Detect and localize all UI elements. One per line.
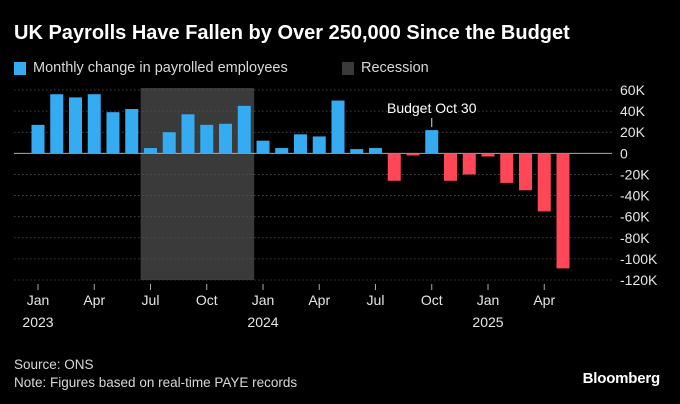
bar-2024-12 bbox=[462, 153, 476, 175]
bar-2024-10 bbox=[425, 130, 439, 154]
x-year-label: 2025 bbox=[472, 314, 503, 330]
x-tick-label: Jan bbox=[252, 292, 275, 308]
y-tick-label: 0 bbox=[620, 145, 628, 161]
y-tick-label: 60K bbox=[620, 82, 646, 98]
bar-2025-04 bbox=[537, 153, 551, 212]
x-tick-label: Apr bbox=[308, 292, 330, 308]
bar-2023-10 bbox=[200, 124, 214, 154]
y-tick-label: -120K bbox=[620, 272, 658, 288]
legend-item-payroll: Monthly change in payrolled employees bbox=[14, 59, 288, 77]
bar-2025-01 bbox=[481, 153, 495, 157]
x-tick-label: Jan bbox=[477, 292, 500, 308]
x-year-label: 2023 bbox=[22, 314, 53, 330]
bar-2025-02 bbox=[500, 153, 514, 183]
y-tick-label: -80K bbox=[620, 230, 650, 246]
y-tick-label: 40K bbox=[620, 103, 646, 119]
legend-swatch-payroll bbox=[14, 61, 26, 75]
bar-2023-09 bbox=[181, 114, 195, 154]
bloomberg-logo: Bloomberg bbox=[582, 370, 661, 387]
x-tick-label: Apr bbox=[83, 292, 105, 308]
bar-2024-03 bbox=[294, 134, 307, 154]
x-tick-label: Jan bbox=[27, 292, 50, 308]
bar-2024-01 bbox=[256, 140, 270, 154]
x-year-label: 2024 bbox=[247, 314, 278, 330]
y-tick-label: -100K bbox=[620, 251, 658, 267]
bar-2023-02 bbox=[50, 94, 64, 154]
bar-2023-07 bbox=[144, 148, 157, 154]
bar-2025-03 bbox=[519, 153, 532, 191]
legend-item-recession: Recession bbox=[342, 59, 429, 77]
bar-2025-05 bbox=[556, 153, 570, 269]
bar-2023-05 bbox=[106, 112, 120, 154]
bar-2024-06 bbox=[350, 149, 364, 154]
x-tick-label: Oct bbox=[421, 292, 443, 308]
y-tick-label: 20K bbox=[620, 124, 646, 140]
y-tick-label: -60K bbox=[620, 209, 650, 225]
bar-2024-05 bbox=[331, 100, 345, 154]
bar-2023-03 bbox=[69, 97, 82, 154]
x-tick-label: Oct bbox=[196, 292, 218, 308]
bar-2023-04 bbox=[87, 94, 101, 154]
bar-2023-12 bbox=[237, 105, 251, 154]
legend-label-payroll: Monthly change in payrolled employees bbox=[33, 60, 288, 76]
bar-2024-04 bbox=[312, 136, 326, 154]
y-tick-label: -40K bbox=[620, 188, 650, 204]
x-tick-label: Apr bbox=[533, 292, 555, 308]
bar-2023-11 bbox=[219, 123, 232, 154]
bar-2023-06 bbox=[125, 109, 139, 154]
bar-2024-07 bbox=[369, 148, 382, 154]
bar-2024-02 bbox=[275, 148, 289, 154]
bar-2023-08 bbox=[162, 132, 176, 154]
bar-2024-08 bbox=[387, 153, 401, 181]
footnote: Note: Figures based on real-time PAYE re… bbox=[14, 375, 298, 390]
chart-title: UK Payrolls Have Fallen by Over 250,000 … bbox=[14, 22, 570, 44]
bar-2024-11 bbox=[444, 153, 457, 181]
annotation-budget: Budget Oct 30 bbox=[387, 100, 477, 116]
x-tick-label: Jul bbox=[142, 292, 160, 308]
recession-band bbox=[140, 88, 255, 280]
source-note: Source: ONS bbox=[14, 357, 94, 372]
bar-2024-09 bbox=[406, 153, 420, 156]
legend-label-recession: Recession bbox=[361, 60, 429, 76]
bar-2023-01 bbox=[31, 124, 45, 154]
x-tick-label: Jul bbox=[367, 292, 385, 308]
legend-swatch-recession bbox=[342, 61, 354, 75]
y-tick-label: -20K bbox=[620, 166, 650, 182]
